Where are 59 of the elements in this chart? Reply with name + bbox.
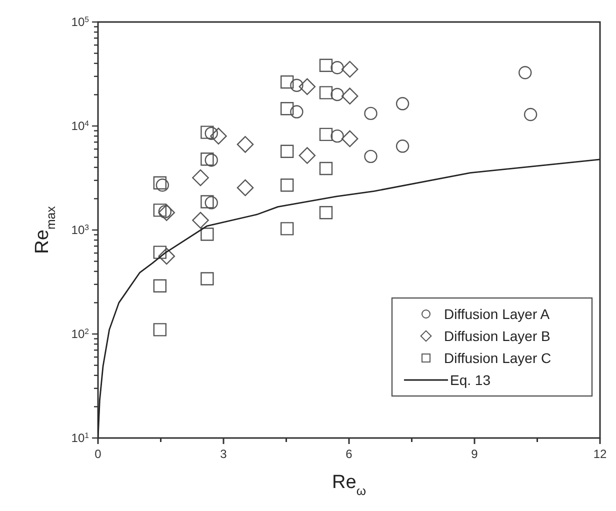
point (319, 128, 333, 142)
point (156, 178, 170, 192)
point (364, 150, 378, 163)
x-tick-label: 12 (593, 447, 607, 461)
point (236, 179, 254, 196)
point (153, 279, 167, 293)
point (319, 206, 333, 220)
y-tick-label: 10$^{5}$ (71, 14, 90, 29)
legend-label: Eq. 13 (450, 372, 491, 388)
point (518, 66, 532, 80)
point (396, 97, 410, 110)
point (200, 228, 214, 241)
point (341, 88, 358, 104)
point (330, 88, 344, 102)
point (364, 106, 378, 120)
y-tick-label: 10$^{3}$ (71, 222, 89, 237)
point (236, 136, 254, 153)
point (204, 126, 218, 140)
line-series (98, 158, 600, 438)
y-tick-label: 10$^{1}$ (71, 430, 89, 445)
point (341, 130, 358, 148)
point (204, 154, 218, 167)
point (298, 78, 316, 96)
point (200, 152, 214, 166)
point (153, 323, 167, 336)
point (280, 75, 294, 89)
point (319, 162, 333, 176)
x-axis-title: Re$_{ω}$ (332, 472, 366, 498)
x-tick-label: 6 (346, 447, 353, 461)
point (290, 105, 304, 118)
point (200, 272, 214, 286)
legend-label: Diffusion Layer B (444, 328, 550, 344)
legend-label: Diffusion Layer A (444, 306, 550, 322)
point (280, 178, 294, 192)
point (200, 126, 214, 139)
point (280, 222, 294, 236)
point (319, 58, 333, 72)
x-tick-label: 3 (220, 447, 228, 461)
point (290, 78, 304, 92)
point (210, 128, 227, 144)
point (192, 212, 209, 229)
x-tick-label: 9 (471, 447, 478, 461)
point (396, 140, 410, 153)
point (341, 60, 358, 78)
point (192, 169, 209, 186)
point (200, 195, 214, 208)
legend-label: Diffusion Layer C (444, 350, 552, 366)
x-tick-label: 0 (94, 447, 102, 461)
y-tick-label: 10$^{4}$ (71, 118, 90, 133)
point (204, 196, 218, 210)
point (158, 248, 176, 265)
point (153, 176, 167, 190)
point (158, 204, 176, 221)
point (298, 147, 316, 164)
point (319, 86, 333, 100)
point (280, 102, 294, 116)
point (524, 108, 538, 122)
y-tick-label: 10$^{2}$ (71, 326, 89, 341)
point (280, 144, 294, 158)
